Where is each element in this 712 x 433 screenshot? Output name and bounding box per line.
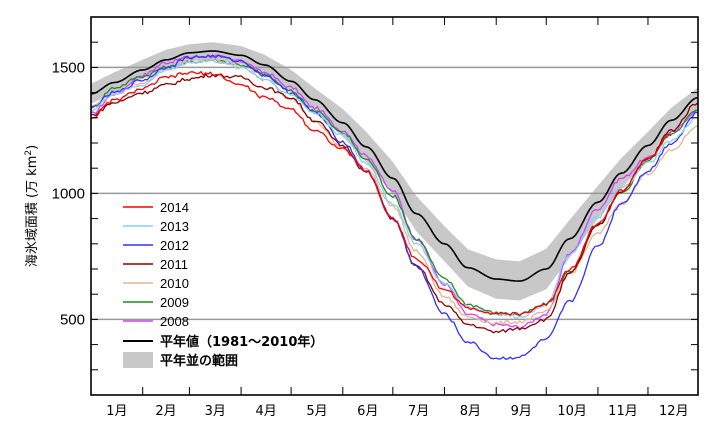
- month-label-11: 11月: [608, 404, 638, 419]
- y-tick-label-500: 500: [60, 311, 85, 328]
- month-label-12: 12月: [659, 404, 689, 419]
- y-tick-label-1500: 1500: [52, 59, 85, 76]
- plot-frame: [90, 16, 699, 396]
- axes: [90, 16, 699, 396]
- normal-line: [90, 50, 699, 282]
- y-axis-label: 海氷域面積 (万 km2): [24, 145, 40, 267]
- y-tick-label-1000: 1000: [52, 185, 85, 202]
- month-label-9: 9月: [511, 404, 532, 419]
- legend-label-2011: 2011: [160, 257, 188, 272]
- legend-label-range: 平年並の範囲: [160, 353, 238, 369]
- legend-swatch-range: [123, 352, 153, 368]
- month-label-3: 3月: [205, 404, 226, 419]
- series-line-2012: [90, 54, 699, 360]
- month-label-5: 5月: [306, 404, 327, 419]
- legend-label-2012: 2012: [160, 238, 189, 253]
- legend-label-2008: 2008: [160, 314, 189, 329]
- month-label-4: 4月: [255, 404, 276, 419]
- month-label-1: 1月: [106, 404, 127, 419]
- legend: 2014 2013 2012 2011 2010 2009 2008 平年値（1981～201…: [123, 200, 323, 369]
- y-tick-labels: 500 1000 1500: [52, 59, 85, 328]
- x-month-labels: 1月 2月 3月 4月 5月 6月 7月 8月 9月 10月 11月 12月: [106, 404, 688, 419]
- legend-label-2014: 2014: [160, 200, 189, 215]
- series-line-2013: [90, 59, 699, 319]
- normal-range-area: [91, 42, 698, 301]
- legend-label-2010: 2010: [160, 276, 189, 291]
- month-label-2: 2月: [155, 404, 176, 419]
- month-label-6: 6月: [357, 404, 378, 419]
- legend-label-2009: 2009: [160, 295, 189, 310]
- series-line-2014: [90, 70, 672, 317]
- month-label-10: 10月: [557, 404, 587, 419]
- gridlines: [91, 66, 698, 321]
- legend-label-2013: 2013: [160, 219, 189, 234]
- month-label-7: 7月: [408, 404, 429, 419]
- series-lines: [90, 54, 699, 360]
- normal-line-layer: [90, 50, 699, 282]
- legend-label-normal: 平年値（1981～2010年）: [160, 334, 323, 350]
- month-label-8: 8月: [460, 404, 481, 419]
- normal-range-band: [91, 42, 698, 301]
